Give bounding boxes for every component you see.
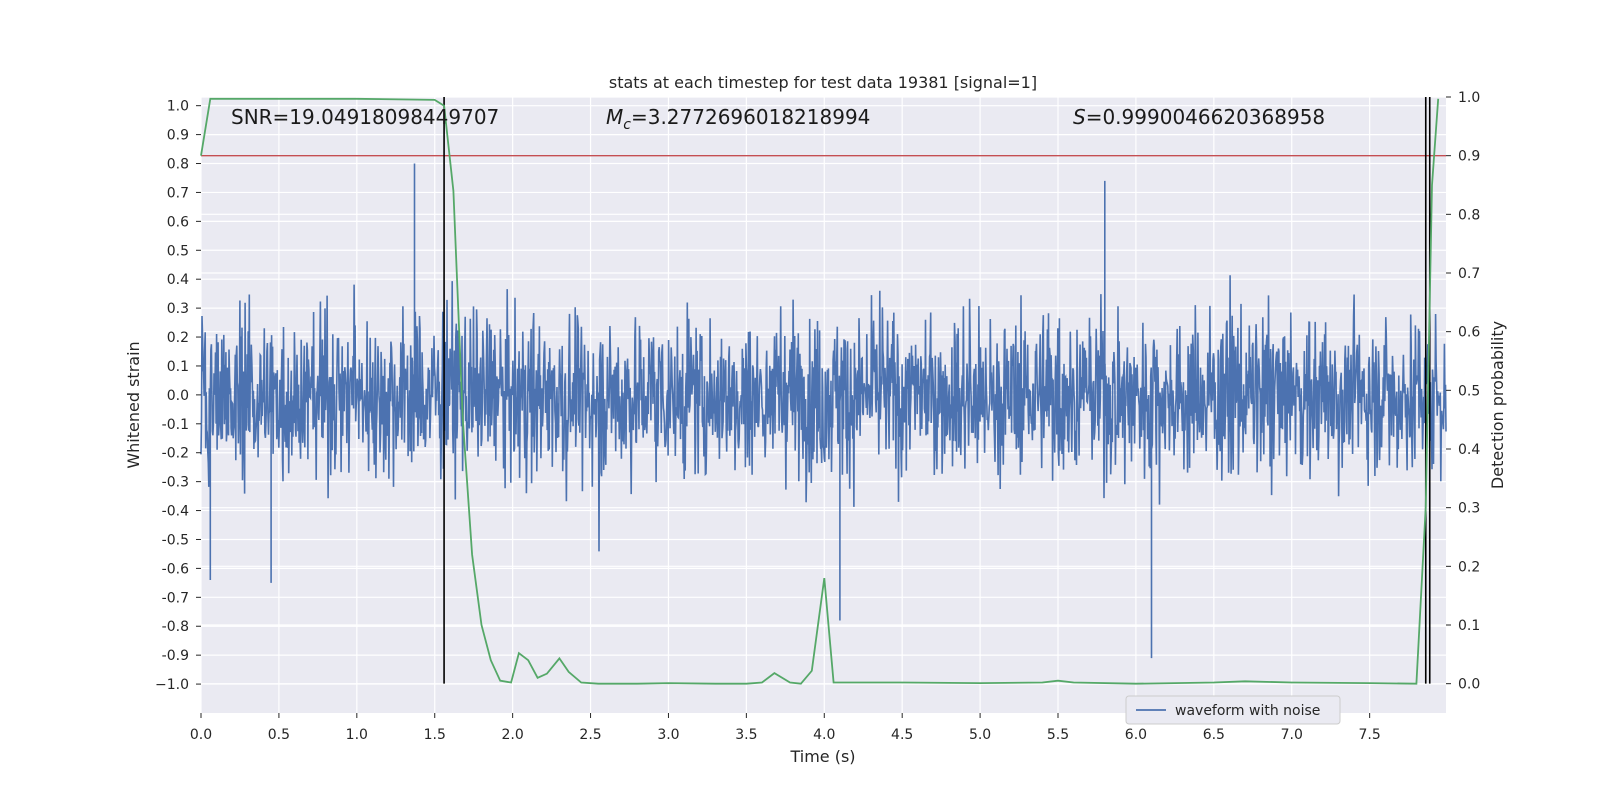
x-tick-label: 2.5: [579, 727, 601, 743]
x-tick-label: 5.0: [969, 727, 991, 743]
y-axis-label-left: Whitened strain: [124, 341, 143, 468]
y-right-tick-label: 0.0: [1458, 677, 1480, 693]
y-left-tick-label: 0.9: [167, 128, 189, 144]
y-right-tick-label: 0.2: [1458, 559, 1480, 575]
axes: 0.0 0.5 1.0 1.5 2.0 2.5 3.0 3.5 4.0 4.5 5.0 5.5 6.0 6…: [155, 90, 1480, 743]
mc-symbol: M: [606, 105, 623, 129]
x-tick-label: 5.5: [1047, 727, 1069, 743]
y-axis-label-right: Detection probability: [1488, 321, 1507, 489]
x-tick-label: 3.0: [657, 727, 679, 743]
y-left-tick-label: 0.0: [167, 388, 189, 404]
x-tick-label: 6.0: [1125, 727, 1147, 743]
x-tick-label: 4.5: [891, 727, 913, 743]
y-left-tick-label: -0.4: [162, 504, 189, 520]
y-left-tick-label: -0.9: [162, 648, 189, 664]
y-left-tick-label: -0.2: [162, 446, 189, 462]
waveform-line: [200, 163, 1447, 659]
y-left-tick-label: 0.8: [167, 157, 189, 173]
s-value: =0.9990046620368958: [1086, 105, 1325, 129]
x-tick-label: 0.5: [268, 727, 290, 743]
legend-box: [1125, 695, 1341, 725]
y-left-tick-label: 0.4: [167, 272, 189, 288]
y-left-tick-label: 0.5: [167, 243, 189, 259]
y-left-tick-label: 0.1: [167, 359, 189, 375]
y-left-tick-label: -0.3: [162, 475, 189, 491]
x-tick-label: 6.5: [1203, 727, 1225, 743]
y-left-tick-label: 0.3: [167, 301, 189, 317]
probability-line: [200, 97, 1440, 685]
y-left-tick-label: -0.5: [162, 532, 189, 548]
y-left-tick-label: -0.1: [162, 417, 189, 433]
x-tick-label: 7.0: [1281, 727, 1303, 743]
mc-subscript: c: [623, 117, 631, 133]
mc-value: =3.2772696018218994: [631, 105, 870, 129]
y-left-tick-label: 0.6: [167, 214, 189, 230]
s-symbol: S: [1073, 105, 1086, 129]
y-right-tick-label: 0.5: [1458, 383, 1480, 399]
y-right-tick-label: 0.7: [1458, 266, 1480, 282]
waveform-series: [200, 163, 1447, 659]
s-annotation: S=0.9990046620368958: [1073, 105, 1325, 129]
x-tick-label: 1.0: [346, 727, 368, 743]
mc-annotation: Mc=3.2772696018218994: [606, 105, 870, 133]
legend: waveform with noise: [1125, 695, 1341, 725]
y-right-tick-label: 0.9: [1458, 149, 1480, 165]
overlays: [200, 97, 1446, 685]
x-tick-label: 0.0: [190, 727, 212, 743]
x-tick-label: 3.5: [735, 727, 757, 743]
x-tick-label: 1.5: [424, 727, 446, 743]
y-left-tick-label: -0.8: [162, 619, 189, 635]
y-left-tick-label: 0.2: [167, 330, 189, 346]
y-right-tick-label: 0.4: [1458, 442, 1480, 458]
y-left-tick-label: -0.6: [162, 561, 189, 577]
y-left-tick-label: −1.0: [155, 677, 189, 693]
x-tick-label: 4.0: [813, 727, 835, 743]
y-left-tick-label: 1.0: [167, 99, 189, 115]
x-tick-label: 7.5: [1359, 727, 1381, 743]
y-right-tick-label: 0.8: [1458, 207, 1480, 223]
snr-annotation: SNR=19.04918098449707: [231, 105, 499, 129]
y-right-tick-label: 0.3: [1458, 501, 1480, 517]
y-right-tick-label: 0.6: [1458, 325, 1480, 341]
y-left-tick-label: -0.7: [162, 590, 189, 606]
y-right-tick-label: 1.0: [1458, 90, 1480, 106]
legend-label: waveform with noise: [1175, 703, 1320, 719]
y-left-tick-label: 0.7: [167, 185, 189, 201]
y-right-tick-label: 0.1: [1458, 618, 1480, 634]
chart-title: stats at each timestep for test data 193…: [609, 73, 1037, 92]
x-axis-label: Time (s): [789, 747, 855, 766]
x-tick-label: 2.0: [502, 727, 524, 743]
